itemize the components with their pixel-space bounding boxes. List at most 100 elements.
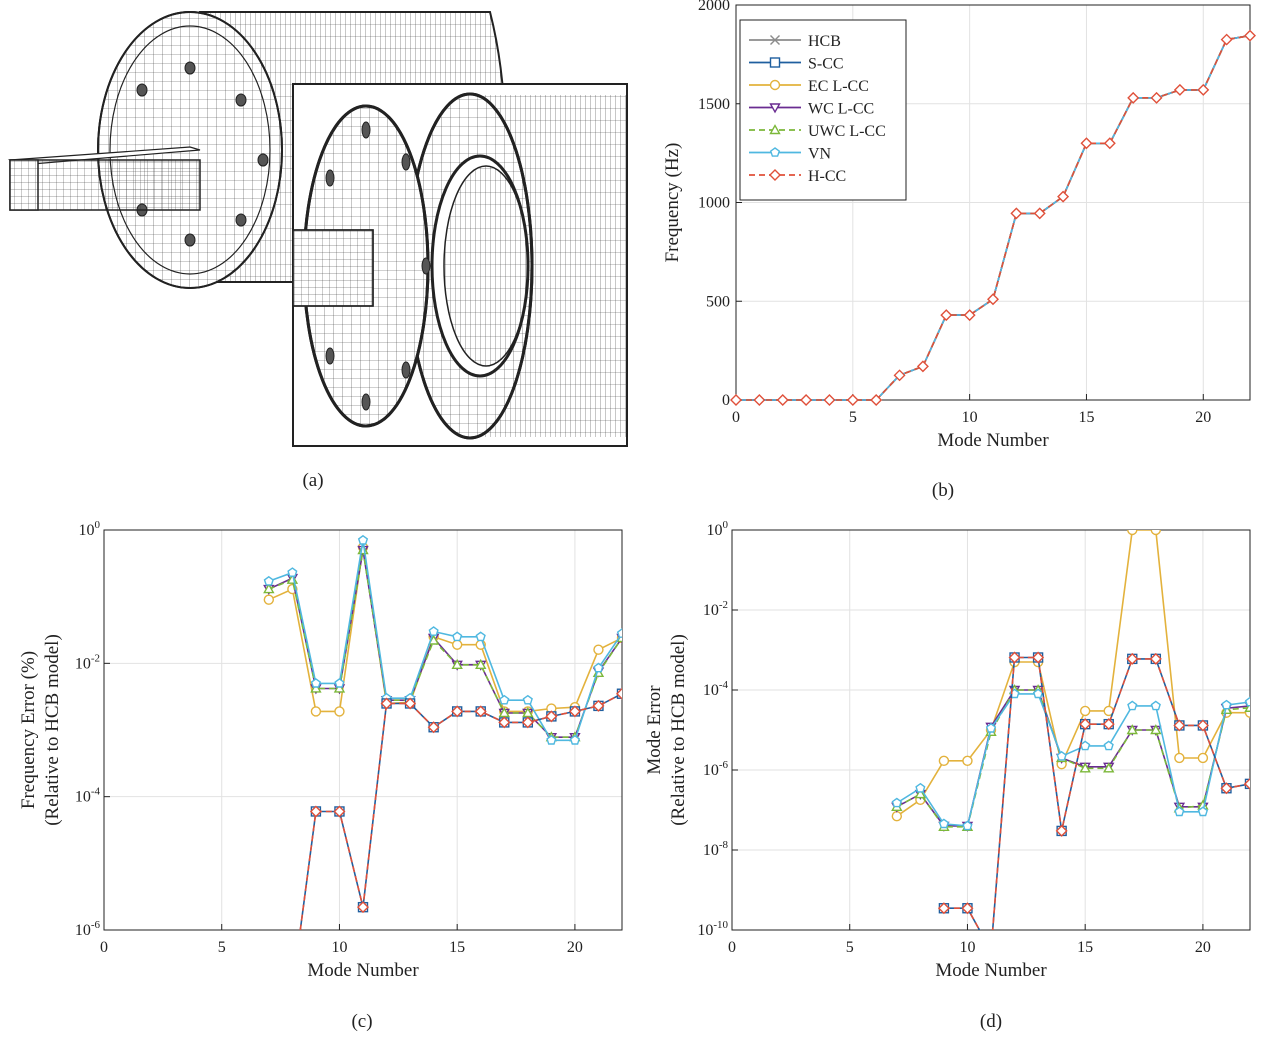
data-point bbox=[263, 575, 274, 586]
data-point bbox=[1149, 652, 1162, 665]
data-point bbox=[730, 394, 742, 406]
data-point bbox=[380, 697, 393, 710]
data-point bbox=[451, 639, 463, 650]
data-point bbox=[1173, 83, 1186, 96]
series-line bbox=[268, 549, 622, 739]
y-axis-label: Frequency Error (%) bbox=[18, 651, 39, 809]
data-point bbox=[938, 755, 950, 766]
data-point bbox=[1008, 651, 1021, 664]
x-tick-label: 10 bbox=[962, 409, 978, 426]
x-tick-label: 5 bbox=[849, 409, 857, 426]
data-point bbox=[1080, 137, 1093, 150]
data-point bbox=[1220, 33, 1233, 46]
data-point bbox=[1103, 137, 1116, 150]
y-tick-label: 1000 bbox=[698, 195, 730, 212]
y-tick-label: 10-4 bbox=[75, 786, 101, 806]
data-point bbox=[310, 682, 322, 693]
mode-error-chart: 0 5 10 15 20 10-10 10-8 10-6 10-4 10-2 100 Mode Num… bbox=[644, 519, 1251, 981]
series-line bbox=[896, 689, 1250, 828]
data-point bbox=[333, 805, 346, 818]
x-tick-label: 0 bbox=[732, 409, 740, 426]
data-point bbox=[310, 678, 322, 688]
data-point bbox=[334, 706, 345, 717]
data-point bbox=[891, 797, 902, 808]
data-point bbox=[1221, 699, 1232, 710]
legend-marker bbox=[769, 79, 781, 91]
data-point bbox=[287, 567, 298, 577]
data-point bbox=[357, 901, 369, 914]
data-point bbox=[616, 687, 622, 700]
panel-a-label: (a) bbox=[302, 470, 323, 491]
data-point bbox=[1150, 530, 1162, 536]
data-point bbox=[1056, 750, 1067, 761]
y-tick-label: 2000 bbox=[698, 0, 730, 14]
x-tick-label: 10 bbox=[331, 939, 347, 956]
legend-label: H-CC bbox=[808, 168, 846, 185]
data-point bbox=[592, 699, 605, 712]
data-point bbox=[593, 662, 604, 673]
legend: HCB S-CC EC L-CC WC L-CC UWC L-CC VN H-CC bbox=[739, 19, 907, 201]
x-axis-label: Mode Number bbox=[307, 960, 419, 981]
data-point bbox=[961, 902, 974, 915]
data-point bbox=[846, 394, 859, 406]
data-point bbox=[309, 805, 322, 818]
plot-area bbox=[891, 530, 1250, 930]
x-tick-label: 20 bbox=[1195, 409, 1211, 426]
y-tick-label: 1500 bbox=[698, 96, 730, 113]
legend-marker bbox=[769, 147, 781, 157]
x-tick-label: 20 bbox=[1195, 939, 1211, 956]
data-point bbox=[1150, 91, 1163, 104]
x-tick-label: 15 bbox=[1077, 939, 1093, 956]
panel-b-label: (b) bbox=[932, 480, 954, 501]
legend-label: UWC L-CC bbox=[808, 123, 886, 140]
y-tick-label: 10-4 bbox=[703, 679, 729, 699]
y-tick-label: 10-6 bbox=[75, 919, 101, 939]
legend-marker bbox=[769, 124, 781, 135]
legend-entry: UWC L-CC bbox=[749, 123, 886, 140]
data-point bbox=[427, 721, 440, 734]
data-point bbox=[498, 716, 511, 729]
data-point bbox=[616, 628, 622, 638]
data-point bbox=[474, 705, 487, 718]
legend-label: VN bbox=[808, 146, 832, 163]
data-point bbox=[1150, 700, 1161, 711]
data-point bbox=[962, 820, 973, 831]
data-point bbox=[334, 678, 345, 688]
data-point bbox=[937, 902, 950, 915]
data-point bbox=[428, 626, 439, 636]
x-tick-label: 5 bbox=[218, 939, 226, 956]
data-point bbox=[962, 755, 973, 766]
bolt-holes bbox=[136, 61, 269, 247]
series-vn bbox=[891, 688, 1250, 831]
data-point bbox=[1244, 29, 1256, 42]
data-point bbox=[1010, 207, 1023, 220]
x-tick-label: 5 bbox=[846, 939, 854, 956]
y-tick-label: 10-8 bbox=[703, 839, 729, 859]
data-point bbox=[1126, 652, 1139, 665]
frequency-chart: 0 5 10 15 20 0 500 1000 1500 2000 Mode Number Frequ… bbox=[662, 0, 1256, 451]
plot-frame bbox=[731, 529, 1251, 931]
panel-d-label: (d) bbox=[980, 1011, 1002, 1032]
series-h-cc bbox=[937, 651, 1250, 930]
data-point bbox=[546, 734, 557, 745]
data-point bbox=[310, 706, 322, 717]
data-point bbox=[263, 594, 275, 605]
data-point bbox=[916, 360, 929, 373]
y-tick-label: 500 bbox=[706, 293, 730, 310]
data-point bbox=[1103, 740, 1114, 751]
y-axis-label: Mode Error bbox=[644, 685, 665, 775]
series-line bbox=[896, 693, 1250, 827]
y-axis-label: Frequency (Hz) bbox=[662, 143, 683, 263]
legend-entry: VN bbox=[749, 146, 832, 163]
y-tick-label: 10-6 bbox=[703, 759, 729, 779]
data-point bbox=[1197, 806, 1209, 817]
mesh-illustration bbox=[7, 11, 628, 447]
data-point bbox=[891, 810, 903, 822]
data-point bbox=[1127, 530, 1138, 536]
series-line bbox=[896, 530, 1250, 817]
data-point bbox=[1080, 740, 1091, 751]
x-axis-label: Mode Number bbox=[935, 960, 1047, 981]
legend-label: WC L-CC bbox=[808, 101, 874, 118]
data-point bbox=[451, 705, 464, 718]
data-point bbox=[593, 644, 604, 655]
